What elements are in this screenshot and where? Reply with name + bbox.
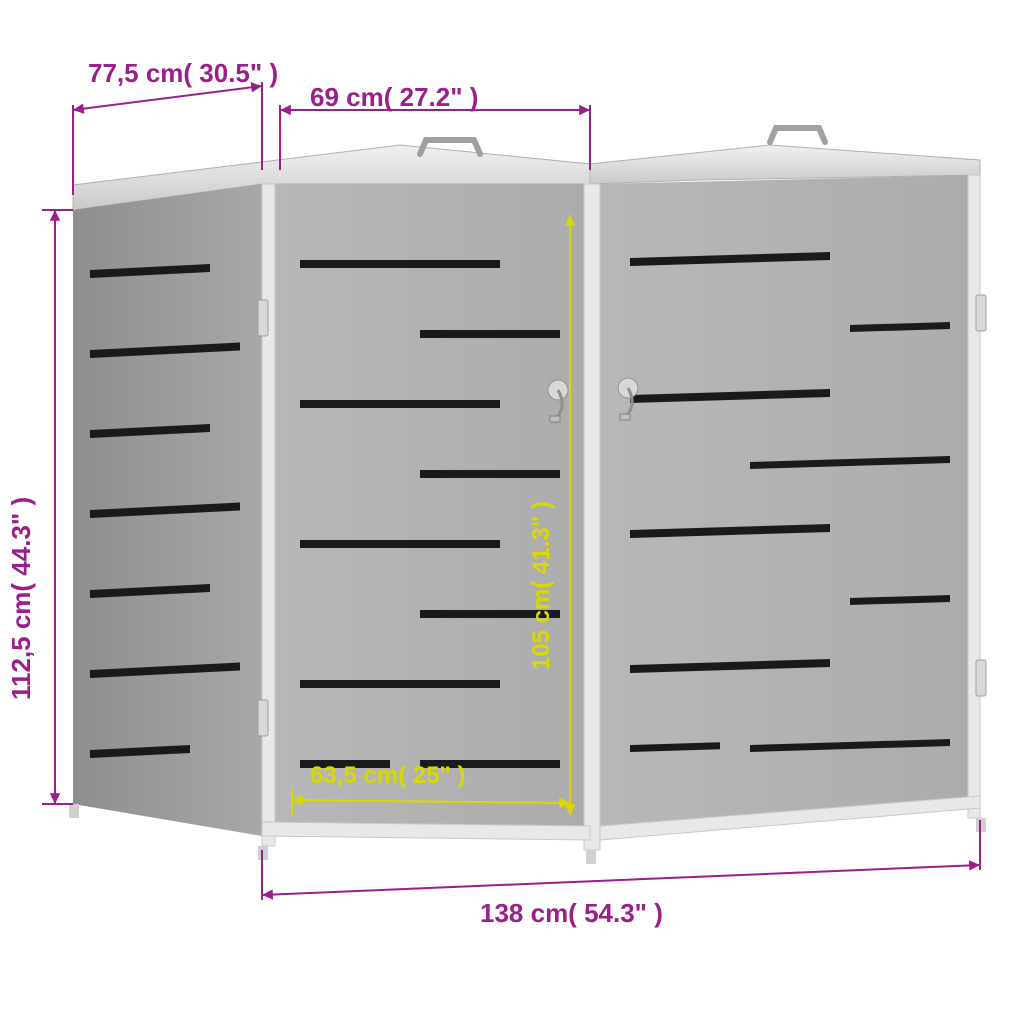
dim-door-height-label: 105 cm( 41.3" ) [528,390,556,670]
dim-height-label: 112,5 cm( 44.3" ) [6,420,37,700]
dim-depth-label: 77,5 cm( 30.5" ) [88,58,278,89]
dim-lid-width-label: 69 cm( 27.2" ) [310,82,478,113]
product-drawing [0,0,1024,1024]
dim-total-width-label: 138 cm( 54.3" ) [480,898,663,929]
dim-door-width-label: 63,5 cm( 25" ) [310,762,465,790]
diagram-stage: 77,5 cm( 30.5" ) 69 cm( 27.2" ) 112,5 cm… [0,0,1024,1024]
